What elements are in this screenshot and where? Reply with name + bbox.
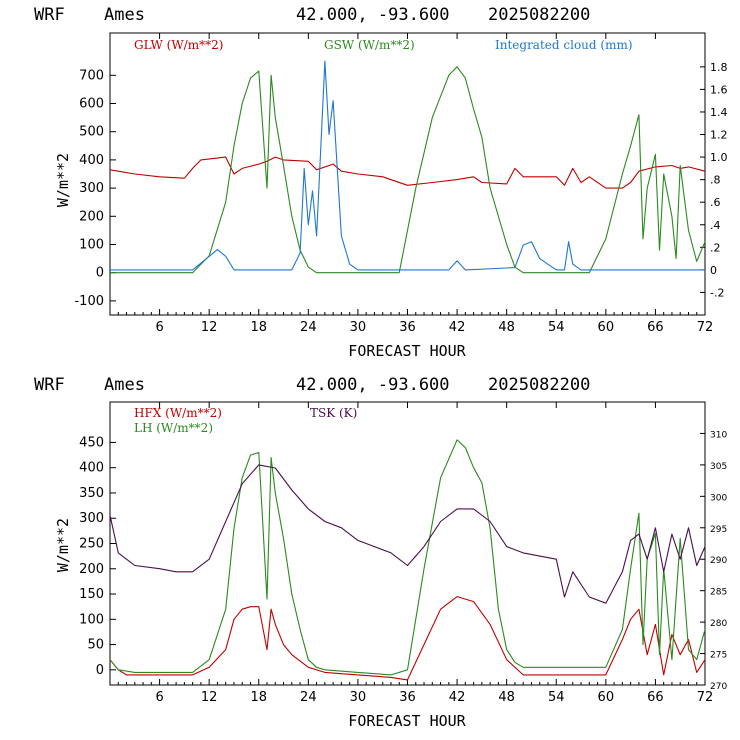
p2-x-tick-label: 24	[300, 690, 317, 705]
p2-series-green	[109, 439, 706, 676]
p1-y-tick-label: 200	[79, 209, 104, 224]
p2-header-model: WRF	[34, 375, 65, 395]
p1-y-tick-label: 500	[79, 125, 104, 140]
p2-y-tick-label: 200	[79, 562, 104, 577]
legend-cloud: Integrated cloud (mm)	[495, 38, 633, 52]
p1-x-tick-label: 54	[548, 320, 565, 335]
p2-x-tick-label: 18	[250, 690, 267, 705]
p2-y2-tick-label: 310	[710, 430, 727, 440]
p1-header-init: 2025082200	[488, 5, 590, 25]
p2-y2-tick-label: 290	[710, 556, 727, 566]
p1-x-tick-label: 36	[399, 320, 416, 335]
p1-ylabel: W/m**2	[54, 153, 72, 207]
p2-header-location: Ames	[104, 375, 145, 395]
p2-y-tick-label: 400	[79, 461, 104, 476]
p1-header-location: Ames	[104, 5, 145, 25]
p2-y-tick-label: 350	[79, 486, 104, 501]
p1-frame	[109, 32, 706, 316]
p1-x-tick-label: 72	[697, 320, 714, 335]
p1-header-coords: 42.000, -93.600	[296, 5, 450, 25]
p1-y-tick-label: 700	[79, 68, 104, 83]
p1-y-tick-label: 0	[96, 266, 104, 281]
p1-x-tick-label: 48	[498, 320, 515, 335]
p2-ylabel: W/m**2	[54, 518, 72, 572]
p1-x-tick-label: 18	[250, 320, 267, 335]
p2-y-tick-label: 150	[79, 587, 104, 602]
p2-y-tick-label: 300	[79, 511, 104, 526]
panel-radiation: 6 12 18 24 30 36 42 48 54 60 66 72 -100 0 100 200 300 400…	[74, 32, 728, 335]
p2-y2-tick-label: 305	[710, 462, 727, 472]
p1-y2-tick-label: .8	[710, 174, 721, 187]
p2-y2-tick-label: 295	[710, 525, 727, 535]
p1-series-red	[109, 156, 706, 189]
p2-y2-tick-label: 280	[710, 619, 727, 629]
p1-y2-tick-label: 1.0	[710, 151, 728, 164]
panel-surface-fluxes: 6 12 18 24 30 36 42 48 54 60 66 72 0 50 100 150 200 250 30…	[79, 401, 727, 705]
p1-y2-tick-label: .2	[710, 241, 721, 254]
p2-x-tick-label: 6	[155, 690, 163, 705]
p1-y2-tick-label: 1.6	[710, 83, 728, 96]
legend-gsw: GSW (W/m**2)	[324, 38, 415, 52]
p2-y-tick-label: 450	[79, 435, 104, 450]
p2-x-tick-label: 30	[350, 690, 367, 705]
p2-y2-tick-label: 270	[710, 682, 727, 692]
p1-series-green	[110, 66, 706, 274]
p2-x-tick-label: 12	[201, 690, 218, 705]
p1-y2-tick-label: 1.8	[710, 61, 728, 74]
p1-header-model: WRF	[34, 5, 65, 25]
p2-xlabel: FORECAST HOUR	[348, 712, 466, 730]
p2-y-tick-label: 50	[87, 638, 104, 653]
p1-y2-tick-label: 1.4	[710, 106, 728, 119]
p1-x-tick-label: 60	[598, 320, 615, 335]
p1-y-tick-label: 400	[79, 153, 104, 168]
legend-tsk: TSK (K)	[310, 406, 357, 420]
p1-y-tick-label: -100	[74, 294, 104, 309]
p1-x-tick-label: 66	[647, 320, 664, 335]
p2-x-tick-label: 48	[498, 690, 515, 705]
p1-y2-tick-label: -.2	[710, 286, 724, 299]
p1-x-tick-label: 24	[300, 320, 317, 335]
p1-y-tick-label: 600	[79, 97, 104, 112]
p2-x-tick-label: 66	[647, 690, 664, 705]
p1-y2-tick-label: 0	[710, 264, 717, 277]
p2-y2-tick-label: 275	[710, 651, 727, 661]
p1-y-tick-label: 100	[79, 238, 104, 253]
p1-y2-tick-label: .4	[710, 219, 721, 232]
p2-header-init: 2025082200	[488, 375, 590, 395]
p1-x-tick-label: 42	[449, 320, 466, 335]
p2-y-tick-label: 100	[79, 612, 104, 627]
legend-glw: GLW (W/m**2)	[134, 38, 223, 52]
p1-y2-tick-label: 1.2	[710, 129, 728, 142]
p1-series-blue	[110, 60, 705, 271]
p2-frame	[109, 401, 706, 686]
p2-x-tick-label: 72	[697, 690, 714, 705]
p1-y-tick-label: 300	[79, 181, 104, 196]
p2-y2-tick-label: 285	[710, 588, 727, 598]
p2-y-tick-label: 250	[79, 537, 104, 552]
p2-x-tick-label: 42	[449, 690, 466, 705]
p2-x-tick-label: 36	[399, 690, 416, 705]
legend-hfx: HFX (W/m**2)	[134, 406, 222, 420]
p2-x-tick-label: 54	[548, 690, 565, 705]
p1-x-tick-label: 30	[350, 320, 367, 335]
p1-x-tick-label: 6	[155, 320, 163, 335]
p2-x-tick-label: 60	[598, 690, 615, 705]
p1-y2-tick-label: .6	[710, 196, 721, 209]
p2-series-purple	[109, 464, 706, 604]
p2-header-coords: 42.000, -93.600	[296, 375, 450, 395]
p1-xlabel: FORECAST HOUR	[348, 342, 466, 360]
legend-lh: LH (W/m**2)	[134, 421, 213, 435]
p2-y-tick-label: 0	[96, 663, 104, 678]
p2-series-red	[109, 596, 706, 681]
p2-y2-tick-label: 300	[710, 493, 727, 503]
p1-x-tick-label: 12	[201, 320, 218, 335]
